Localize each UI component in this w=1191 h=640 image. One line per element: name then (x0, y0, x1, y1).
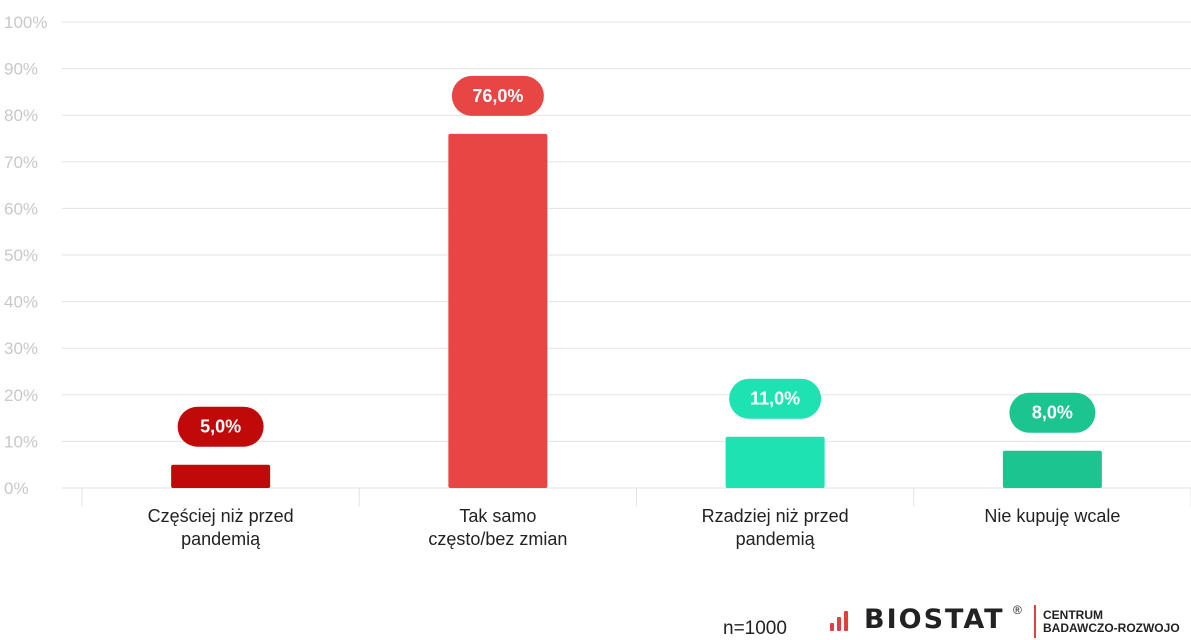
y-tick-label: 40% (4, 293, 38, 312)
brand-wordmark: BIOSTAT (864, 604, 1005, 635)
data-label: 11,0% (750, 389, 800, 409)
logo-divider (1034, 605, 1036, 638)
y-tick-label: 50% (4, 246, 38, 265)
data-label: 76,0% (472, 86, 523, 106)
department-line-1: CENTRUM (1043, 608, 1103, 622)
bar (448, 133, 548, 488)
category-label: Częściej niż przed (148, 506, 294, 526)
bar (171, 464, 271, 488)
bar (1002, 450, 1102, 488)
department-label: CENTRUM BADAWCZO-ROZWOJO (1043, 609, 1180, 635)
category-label: Tak samo (459, 506, 536, 526)
data-label-pill (729, 378, 822, 419)
y-tick-label: 60% (4, 199, 38, 218)
data-label-pill (177, 406, 264, 447)
registered-mark: ® (1013, 603, 1022, 617)
sample-size-label: n=1000 (723, 618, 787, 639)
category-label: pandemią (736, 529, 816, 549)
category-label: pandemią (181, 529, 261, 549)
data-label-pill (1009, 392, 1096, 433)
bars-logo-icon (830, 611, 856, 631)
y-tick-label: 80% (4, 106, 38, 125)
data-label: 8,0% (1032, 403, 1073, 423)
bar (725, 436, 825, 488)
y-tick-label: 70% (4, 153, 38, 172)
y-tick-label: 100% (4, 13, 47, 32)
category-label: Rzadziej niż przed (702, 506, 849, 526)
y-tick-label: 30% (4, 339, 38, 358)
bar-chart: 0% 10% 20% 30% 40% 50% 60% 70% 80% 90% 100% 5,0% Czę… (4, 13, 1191, 549)
department-line-2: BADAWCZO-ROZWOJO (1043, 621, 1180, 635)
data-label: 5,0% (200, 417, 241, 437)
y-tick-label: 10% (4, 432, 38, 451)
category-label: Nie kupuję wcale (984, 506, 1120, 526)
y-tick-label: 20% (4, 386, 38, 405)
y-tick-label: 0% (4, 479, 29, 498)
y-tick-label: 90% (4, 60, 38, 79)
data-label-pill (451, 75, 544, 116)
category-label: często/bez zmian (428, 529, 567, 549)
